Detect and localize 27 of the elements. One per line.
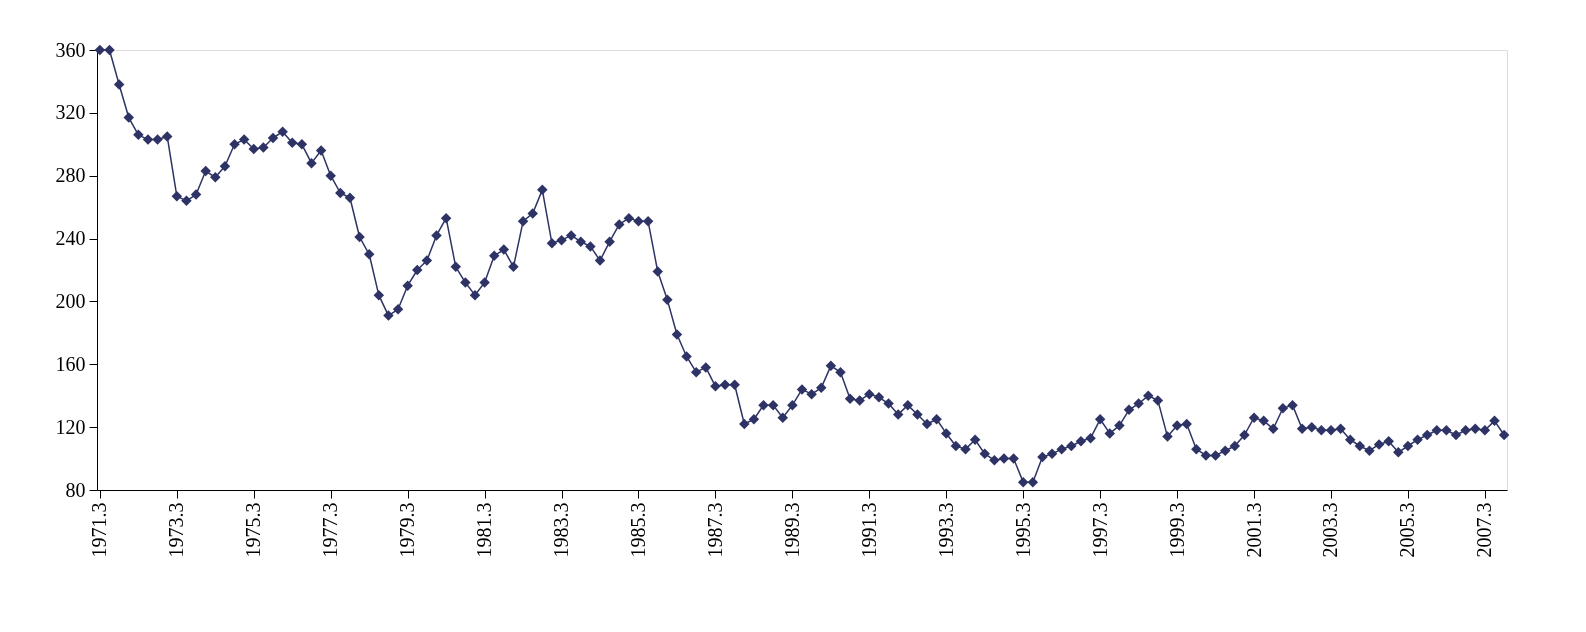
x-tick-label: 1987.3 [703,502,726,558]
y-tick-label: 360 [55,38,86,61]
x-tick-label: 2007.3 [1473,502,1496,558]
x-tick-label: 1991.3 [857,502,880,558]
x-tick-label: 1979.3 [396,502,419,558]
x-tick-label: 1981.3 [473,502,496,558]
y-tick-label: 240 [55,227,86,250]
x-tick-label: 1983.3 [550,502,573,558]
x-tick-label: 1993.3 [934,502,957,558]
x-tick-label: 1997.3 [1088,502,1111,558]
y-tick-label: 160 [55,352,86,375]
x-tick-label: 1971.3 [88,502,111,558]
x-tick-label: 1985.3 [626,502,649,558]
y-tick-label: 280 [55,164,86,187]
x-tick-label: 1973.3 [165,502,188,558]
y-tick-label: 200 [55,289,86,312]
x-tick-label: 1995.3 [1011,502,1034,558]
y-tick-label: 320 [55,101,86,124]
x-tick-label: 1999.3 [1165,502,1188,558]
x-tick-label: 1989.3 [780,502,803,558]
x-tick-label: 1975.3 [242,502,265,558]
x-tick-label: 1977.3 [319,502,342,558]
x-tick-label: 2005.3 [1396,502,1419,558]
y-tick-label: 120 [55,415,86,438]
x-tick-label: 2003.3 [1319,502,1342,558]
y-tick-label: 80 [65,478,86,501]
x-tick-label: 2001.3 [1242,502,1265,558]
